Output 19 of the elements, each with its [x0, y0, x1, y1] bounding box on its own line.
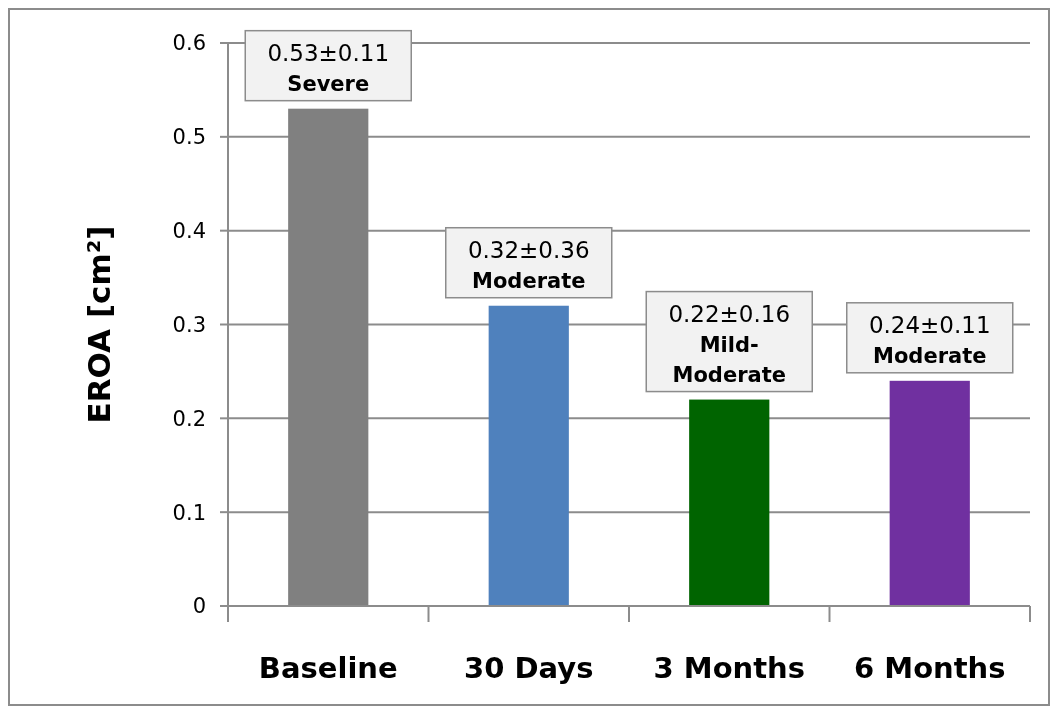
bar	[488, 305, 569, 606]
data-label: 0.32±0.36 Moderate	[467, 236, 590, 293]
y-tick-label: 0.6	[172, 31, 206, 56]
y-tick-label: 0.3	[172, 312, 206, 337]
x-tick-label: Baseline	[258, 651, 398, 685]
y-axis-title: EROA [cm²]	[81, 225, 117, 424]
y-tick-label: 0.5	[172, 125, 206, 150]
y-tick-label: 0.4	[172, 219, 206, 244]
y-tick-label: 0.2	[172, 406, 206, 431]
x-tick-label: 6 Months	[854, 651, 1006, 685]
data-label: 0.22±0.16 Mild- Moderate	[668, 300, 791, 387]
data-label: 0.53±0.11 Severe	[267, 39, 390, 96]
bar	[889, 380, 970, 606]
x-tick-label: 30 Days	[464, 651, 594, 685]
y-tick-label: 0.1	[172, 500, 206, 525]
x-tick-label: 3 Months	[653, 651, 805, 685]
y-tick-label: 0	[192, 594, 206, 619]
data-label: 0.24±0.11 Moderate	[868, 311, 991, 368]
bar	[689, 399, 770, 606]
